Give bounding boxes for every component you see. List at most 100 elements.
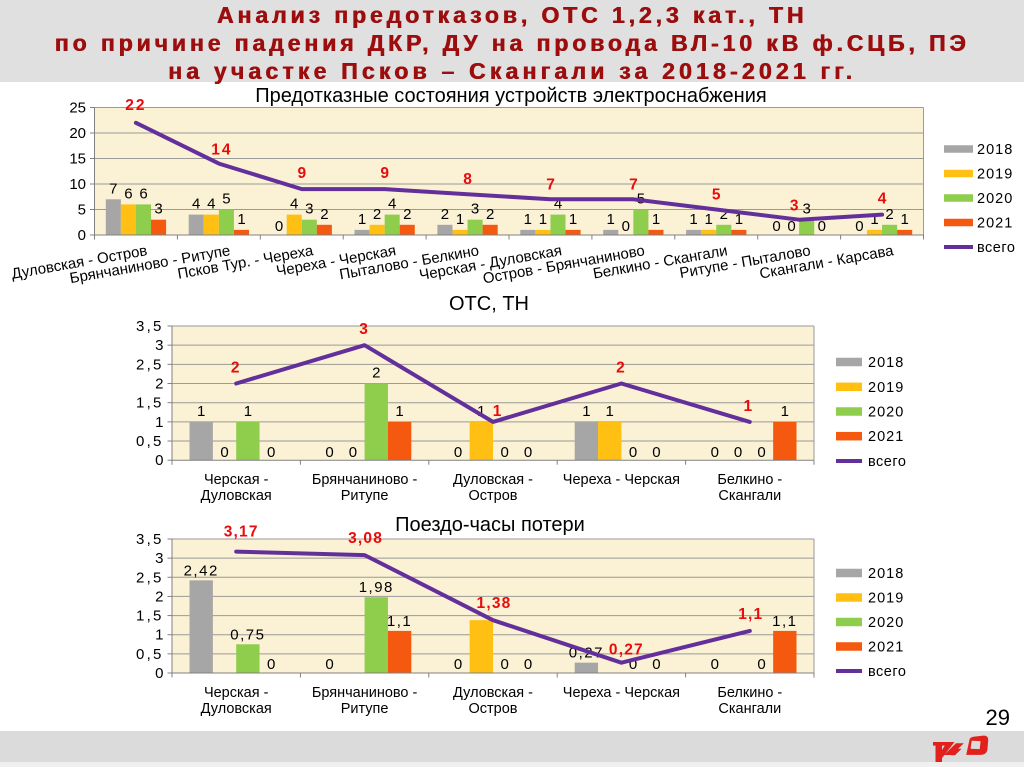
svg-text:1,5: 1,5 xyxy=(136,395,163,412)
svg-text:2: 2 xyxy=(486,206,494,223)
svg-text:3,5: 3,5 xyxy=(136,318,163,335)
svg-text:0: 0 xyxy=(275,218,283,235)
svg-text:Черская -: Черская - xyxy=(204,685,269,701)
svg-text:20: 20 xyxy=(69,125,86,142)
svg-text:1,5: 1,5 xyxy=(136,608,163,625)
svg-text:14: 14 xyxy=(211,142,232,159)
svg-text:1: 1 xyxy=(524,211,532,228)
svg-text:0: 0 xyxy=(325,656,333,673)
svg-text:2: 2 xyxy=(616,360,625,377)
svg-text:2019: 2019 xyxy=(977,167,1013,183)
svg-text:Череха - Черская: Череха - Черская xyxy=(563,685,680,701)
svg-text:6: 6 xyxy=(139,185,147,202)
svg-text:2: 2 xyxy=(720,206,728,223)
svg-text:1: 1 xyxy=(244,403,252,420)
svg-text:1: 1 xyxy=(735,211,743,228)
svg-text:0: 0 xyxy=(325,444,333,461)
svg-text:2: 2 xyxy=(231,360,240,377)
svg-text:3: 3 xyxy=(305,201,313,218)
svg-text:Скангали: Скангали xyxy=(718,488,781,504)
svg-text:0: 0 xyxy=(711,444,719,461)
svg-text:0: 0 xyxy=(524,444,532,461)
svg-text:2021: 2021 xyxy=(868,640,904,656)
svg-text:0: 0 xyxy=(757,656,765,673)
svg-text:всего: всего xyxy=(868,664,906,680)
svg-text:1,1: 1,1 xyxy=(738,606,763,623)
svg-text:25: 25 xyxy=(69,100,86,117)
svg-text:4: 4 xyxy=(388,196,396,213)
svg-text:0: 0 xyxy=(772,218,780,235)
svg-text:Остров: Остров xyxy=(468,701,517,717)
svg-text:1: 1 xyxy=(901,211,909,228)
svg-text:1: 1 xyxy=(456,211,464,228)
svg-text:2: 2 xyxy=(403,206,411,223)
svg-text:0: 0 xyxy=(454,656,462,673)
svg-text:2021: 2021 xyxy=(977,216,1013,232)
svg-text:0,5: 0,5 xyxy=(136,646,163,663)
svg-text:2,5: 2,5 xyxy=(136,356,163,373)
svg-text:0,5: 0,5 xyxy=(136,433,163,450)
svg-text:Ритупе: Ритупе xyxy=(341,488,389,504)
svg-text:всего: всего xyxy=(977,240,1015,256)
svg-text:1: 1 xyxy=(197,403,205,420)
svg-text:Брянчаниново -: Брянчаниново - xyxy=(312,685,418,701)
svg-text:6: 6 xyxy=(124,185,132,202)
svg-text:0: 0 xyxy=(818,218,826,235)
svg-text:1: 1 xyxy=(689,211,697,228)
svg-text:Черская -: Черская - xyxy=(204,472,269,488)
svg-text:0: 0 xyxy=(155,452,163,469)
svg-text:1: 1 xyxy=(358,211,366,228)
svg-text:1: 1 xyxy=(781,403,789,420)
svg-text:0,27: 0,27 xyxy=(609,642,644,659)
svg-text:Череха - Черская: Череха - Черская xyxy=(563,472,680,488)
svg-text:4: 4 xyxy=(207,196,215,213)
svg-text:2021: 2021 xyxy=(868,429,904,445)
svg-text:1: 1 xyxy=(705,211,713,228)
svg-text:2020: 2020 xyxy=(868,615,904,631)
svg-text:2018: 2018 xyxy=(868,355,904,371)
svg-text:1: 1 xyxy=(607,211,615,228)
svg-text:1: 1 xyxy=(395,403,403,420)
svg-text:Белкино -: Белкино - xyxy=(717,472,782,488)
svg-text:3,5: 3,5 xyxy=(136,531,163,548)
svg-text:2019: 2019 xyxy=(868,591,904,607)
svg-text:4: 4 xyxy=(290,196,298,213)
svg-text:1: 1 xyxy=(569,211,577,228)
svg-text:7: 7 xyxy=(546,176,555,193)
svg-text:1,1: 1,1 xyxy=(772,613,797,630)
svg-text:0: 0 xyxy=(220,444,228,461)
svg-text:4: 4 xyxy=(192,196,200,213)
svg-text:1,38: 1,38 xyxy=(477,595,512,612)
svg-text:2: 2 xyxy=(885,206,893,223)
svg-text:0: 0 xyxy=(267,656,275,673)
svg-text:3: 3 xyxy=(154,201,162,218)
svg-text:2: 2 xyxy=(155,588,163,605)
svg-text:1,1: 1,1 xyxy=(387,613,412,630)
svg-text:2: 2 xyxy=(320,206,328,223)
svg-text:7: 7 xyxy=(629,176,638,193)
svg-text:2019: 2019 xyxy=(868,380,904,396)
svg-text:1: 1 xyxy=(237,211,245,228)
svg-text:2020: 2020 xyxy=(977,191,1013,207)
svg-text:0: 0 xyxy=(652,656,660,673)
svg-text:Ритупе: Ритупе xyxy=(341,701,389,717)
svg-text:1: 1 xyxy=(870,211,878,228)
svg-text:9: 9 xyxy=(380,165,389,182)
svg-text:5: 5 xyxy=(222,191,230,208)
svg-text:0: 0 xyxy=(629,444,637,461)
svg-text:1,98: 1,98 xyxy=(359,579,394,596)
svg-text:2,42: 2,42 xyxy=(184,562,219,579)
svg-text:1: 1 xyxy=(539,211,547,228)
svg-text:3: 3 xyxy=(155,337,163,354)
svg-text:0: 0 xyxy=(454,444,462,461)
svg-text:3: 3 xyxy=(155,550,163,567)
svg-text:22: 22 xyxy=(125,97,146,114)
svg-text:3: 3 xyxy=(803,201,811,218)
svg-text:0: 0 xyxy=(524,656,532,673)
svg-text:3,08: 3,08 xyxy=(348,530,383,547)
svg-text:ОТС, ТН: ОТС, ТН xyxy=(449,293,529,315)
svg-text:1: 1 xyxy=(743,398,752,415)
svg-text:0: 0 xyxy=(267,444,275,461)
svg-text:0,75: 0,75 xyxy=(230,626,265,643)
svg-text:2018: 2018 xyxy=(868,566,904,582)
